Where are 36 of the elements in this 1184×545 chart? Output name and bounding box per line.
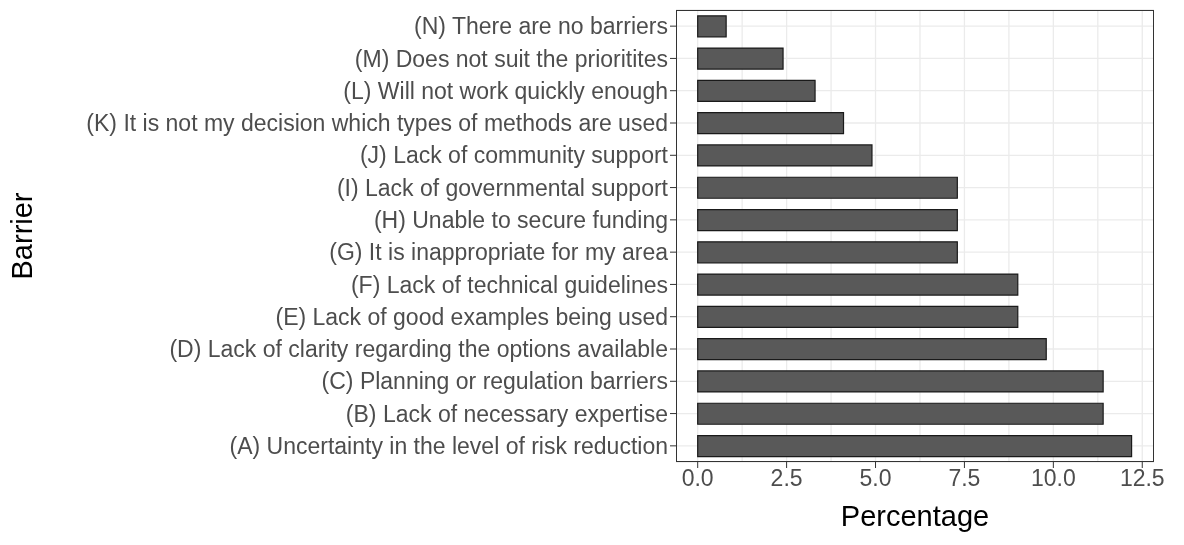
x-tick-label: 2.5 <box>770 465 803 492</box>
bar <box>697 15 727 38</box>
x-tick-label: 5.0 <box>859 465 892 492</box>
bar <box>697 338 1047 361</box>
y-tick-label: (K) It is not my decision which types of methods are used <box>86 110 668 137</box>
bar <box>697 112 845 135</box>
y-tick-label: (N) There are no barriers <box>414 13 668 40</box>
x-tick-label: 12.5 <box>1119 465 1165 492</box>
bar <box>697 273 1019 296</box>
y-tick-label: (M) Does not suit the prioritites <box>354 45 668 72</box>
y-tick-label: (B) Lack of necessary expertise <box>345 400 668 427</box>
bar <box>697 305 1019 328</box>
bar <box>697 144 873 167</box>
bar <box>697 176 958 199</box>
y-tick-label: (I) Lack of governmental support <box>336 174 669 201</box>
x-axis-title: Percentage <box>840 500 990 532</box>
bar <box>697 434 1133 458</box>
x-tick-label: 7.5 <box>948 465 981 492</box>
bar <box>697 79 816 102</box>
y-tick-label: (F) Lack of technical guidelines <box>350 271 668 298</box>
bar <box>697 241 958 264</box>
y-tick-label: (D) Lack of clarity regarding the options available <box>169 336 668 363</box>
y-tick-label: (H) Unable to secure funding <box>373 207 668 234</box>
bar <box>697 402 1104 425</box>
y-tick-label: (A) Uncertainty in the level of risk reduction <box>229 433 668 460</box>
y-tick-label: (J) Lack of community support <box>359 142 669 169</box>
x-tick-label: 10.0 <box>1030 465 1076 492</box>
bar <box>697 208 958 232</box>
y-tick-label: (C) Planning or regulation barriers <box>321 368 668 395</box>
y-axis-title: Barrier <box>6 192 39 280</box>
y-tick-label: (G) It is inappropriate for my area <box>329 239 669 266</box>
bar <box>697 47 784 70</box>
x-tick-label: 0.0 <box>681 465 714 492</box>
y-tick-label: (L) Will not work quickly enough <box>343 77 668 104</box>
y-tick-label: (E) Lack of good examples being used <box>275 303 668 330</box>
bar <box>697 370 1104 393</box>
